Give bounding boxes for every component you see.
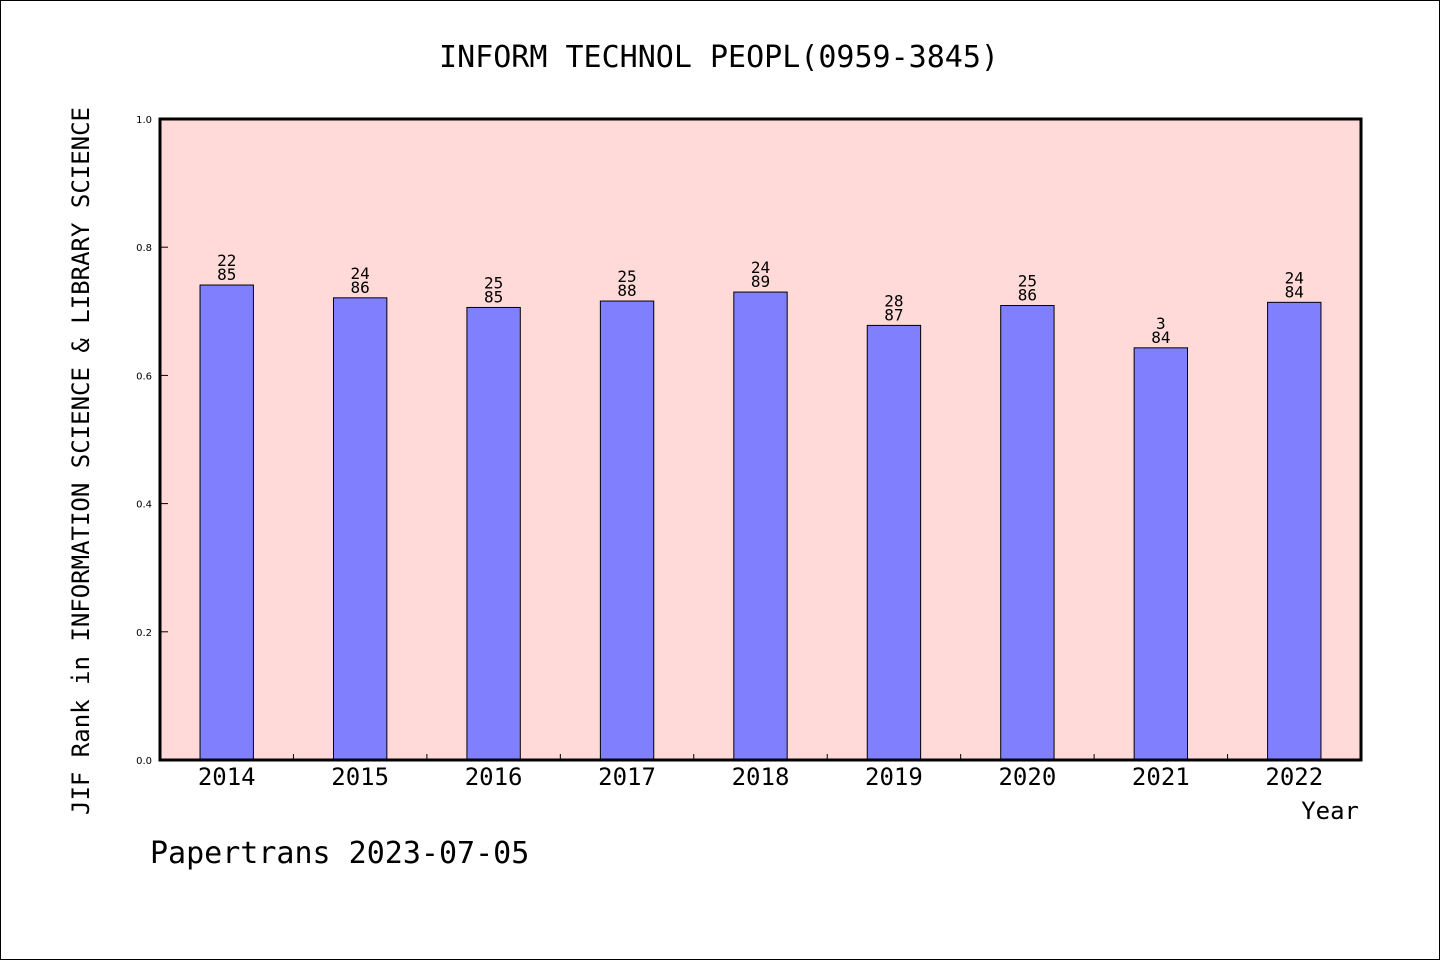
- y-tick-label: 0.8: [136, 243, 152, 254]
- x-tick-label: 2014: [198, 763, 256, 791]
- x-tick-label: 2017: [598, 763, 656, 791]
- bars: [199, 284, 1322, 761]
- x-axis: 2014 2015 2016 2017 2018 2019 2020 2021 2022: [198, 754, 1323, 791]
- bar-label-total: 84: [1285, 282, 1304, 301]
- y-tick-label: 0.6: [136, 371, 152, 382]
- bar-label-total: 84: [1151, 328, 1170, 347]
- bar-label-total: 88: [617, 281, 636, 300]
- y-axis-label: JIF Rank in INFORMATION SCIENCE & LIBRAR…: [67, 107, 95, 815]
- x-tick-label: 2015: [331, 763, 389, 791]
- bar-label-rank: 25: [617, 267, 636, 286]
- chart-title: INFORM TECHNOL PEOPL(0959-3845): [439, 40, 999, 75]
- bar-2018: [733, 291, 788, 761]
- bar-label-rank: 22: [217, 251, 236, 270]
- bar-label-total: 85: [217, 265, 236, 284]
- x-tick-label: 2019: [865, 763, 923, 791]
- bar-label-total: 85: [484, 287, 503, 306]
- bar-label-total: 86: [351, 278, 370, 297]
- bar-2019: [866, 324, 922, 761]
- x-tick-label: 2016: [465, 763, 523, 791]
- y-tick-label: 0.0: [136, 756, 152, 767]
- bar-label-total: 86: [1018, 286, 1037, 305]
- bar-label-rank: 28: [884, 291, 903, 310]
- plot-frame: [158, 117, 1363, 762]
- bar-label-rank: 24: [1285, 268, 1304, 287]
- footer-credit: Papertrans 2023-07-05: [150, 836, 529, 871]
- x-tick-label: 2022: [1265, 763, 1323, 791]
- y-tick-label: 1.0: [136, 115, 152, 126]
- bar-label-rank: 24: [751, 258, 770, 277]
- bar-2015: [332, 297, 388, 761]
- y-tick-label: 0.2: [136, 628, 152, 639]
- x-axis-label: Year: [1301, 797, 1359, 825]
- bar-2020: [1000, 305, 1055, 761]
- bar-label-rank: 25: [1018, 272, 1037, 291]
- x-tick-label: 2020: [998, 763, 1056, 791]
- bar-label-total: 89: [751, 272, 770, 291]
- x-tick-label: 2018: [732, 763, 790, 791]
- bar-label-rank: 24: [351, 264, 370, 283]
- bar-2022: [1267, 301, 1322, 761]
- bar-label-rank: 3: [1156, 314, 1166, 333]
- bar-label-total: 87: [884, 305, 903, 324]
- bar-2017: [599, 300, 655, 761]
- bar-label-rank: 25: [484, 273, 503, 292]
- bar-2016: [466, 306, 521, 761]
- bar-2014: [199, 284, 254, 761]
- y-tick-label: 0.4: [136, 500, 152, 511]
- bar-2021: [1133, 347, 1189, 761]
- x-tick-label: 2021: [1132, 763, 1190, 791]
